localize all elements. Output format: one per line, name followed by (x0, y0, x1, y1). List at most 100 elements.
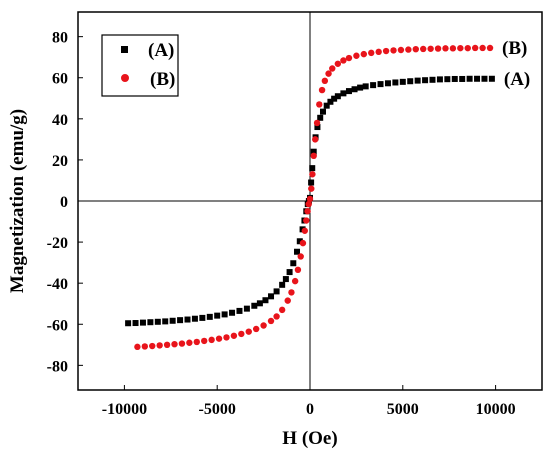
data-point-a (214, 312, 221, 319)
data-point-b (375, 48, 382, 56)
data-point-a (221, 311, 228, 318)
data-point-b (449, 45, 457, 52)
legend-marker-b (121, 74, 129, 82)
data-point-b (273, 313, 280, 320)
data-point-b (306, 195, 314, 203)
data-point-a (319, 108, 326, 115)
y-tick-label: -80 (47, 358, 68, 375)
data-point-b (345, 54, 353, 62)
data-point-b (471, 44, 479, 52)
data-point-b (178, 340, 186, 347)
data-point-a (392, 79, 399, 86)
data-point-b (486, 44, 494, 52)
data-point-b (310, 152, 317, 160)
data-point-b (252, 325, 260, 333)
data-point-a (262, 297, 269, 304)
data-point-b (304, 208, 311, 215)
y-tick-label: 20 (52, 153, 68, 170)
data-point-b (360, 50, 368, 58)
data-point-b (238, 330, 245, 338)
data-point-b (321, 77, 329, 85)
data-point-a (459, 75, 466, 82)
series-end-labels: (A) (B) (502, 38, 530, 90)
data-point-b (284, 297, 291, 304)
legend-marker-a (121, 46, 128, 53)
data-point-a (323, 102, 330, 109)
data-point-a (370, 82, 377, 89)
data-point-b (368, 49, 375, 57)
x-tick-label: 0 (306, 401, 314, 418)
y-tick-label: 40 (52, 112, 68, 129)
data-point-b (267, 317, 275, 325)
y-tick-label: 60 (52, 71, 68, 88)
data-point-b (390, 47, 397, 54)
data-point-b (186, 339, 193, 346)
data-point-a (407, 78, 414, 85)
data-point-b (479, 44, 486, 52)
data-point-b (353, 52, 360, 59)
data-point-a (474, 75, 481, 82)
data-point-a (309, 165, 316, 172)
data-point-b (464, 44, 471, 52)
data-point-a (236, 307, 243, 314)
series-end-label-b: (B) (502, 38, 527, 59)
data-point-a (444, 76, 451, 83)
legend-box (101, 34, 179, 97)
data-point-a (279, 281, 286, 288)
data-point-b (329, 65, 336, 72)
data-point-a (132, 320, 139, 327)
data-point-a (139, 319, 146, 326)
data-point-b (340, 57, 347, 64)
data-point-a (147, 319, 154, 326)
data-point-a (282, 276, 289, 283)
data-point-a (429, 76, 436, 83)
data-point-a (184, 316, 191, 323)
x-axis-ticks: -10000 -5000 0 5000 10000 (102, 385, 516, 418)
data-point-b (434, 45, 442, 52)
legend: (A) (B) (101, 34, 179, 97)
data-point-a (377, 81, 384, 88)
data-point-a (206, 313, 213, 320)
data-point-a (334, 93, 341, 100)
data-point-a (422, 77, 429, 84)
data-point-a (451, 75, 458, 82)
data-point-a (251, 302, 258, 309)
data-point-a (294, 248, 301, 255)
data-point-a (191, 315, 198, 322)
data-point-a (314, 124, 321, 131)
data-point-a (357, 84, 364, 91)
data-point-a (327, 98, 334, 105)
y-tick-label: 80 (52, 30, 68, 47)
data-point-b (163, 341, 171, 349)
y-tick-label: -60 (47, 317, 68, 334)
data-point-a (340, 90, 347, 97)
data-point-a (308, 179, 315, 186)
data-point-a (169, 317, 176, 324)
data-point-b (171, 340, 178, 348)
data-point-a (488, 75, 495, 82)
data-point-a (345, 88, 352, 95)
data-point-a (331, 95, 338, 102)
y-tick-label: 0 (60, 194, 68, 211)
data-point-b (303, 217, 310, 224)
data-point-b (278, 306, 286, 314)
y-axis-ticks: -80 -60 -40 -20 0 20 40 60 80 (47, 30, 83, 375)
data-point-b (193, 338, 200, 346)
data-point-a (399, 78, 406, 85)
data-point-b (316, 101, 323, 108)
legend-label-a: (A) (148, 40, 174, 61)
data-point-b (442, 45, 449, 52)
data-point-a (268, 293, 275, 300)
data-point-a (199, 314, 206, 321)
data-point-b (291, 277, 299, 285)
data-point-a (466, 75, 473, 82)
x-tick-label: -5000 (199, 401, 236, 418)
data-point-b (156, 342, 163, 349)
data-point-b (412, 45, 419, 53)
data-point-b (427, 45, 434, 52)
data-point-a (481, 75, 488, 82)
data-point-a (229, 309, 236, 316)
data-point-b (215, 335, 223, 342)
data-point-a (243, 305, 250, 312)
